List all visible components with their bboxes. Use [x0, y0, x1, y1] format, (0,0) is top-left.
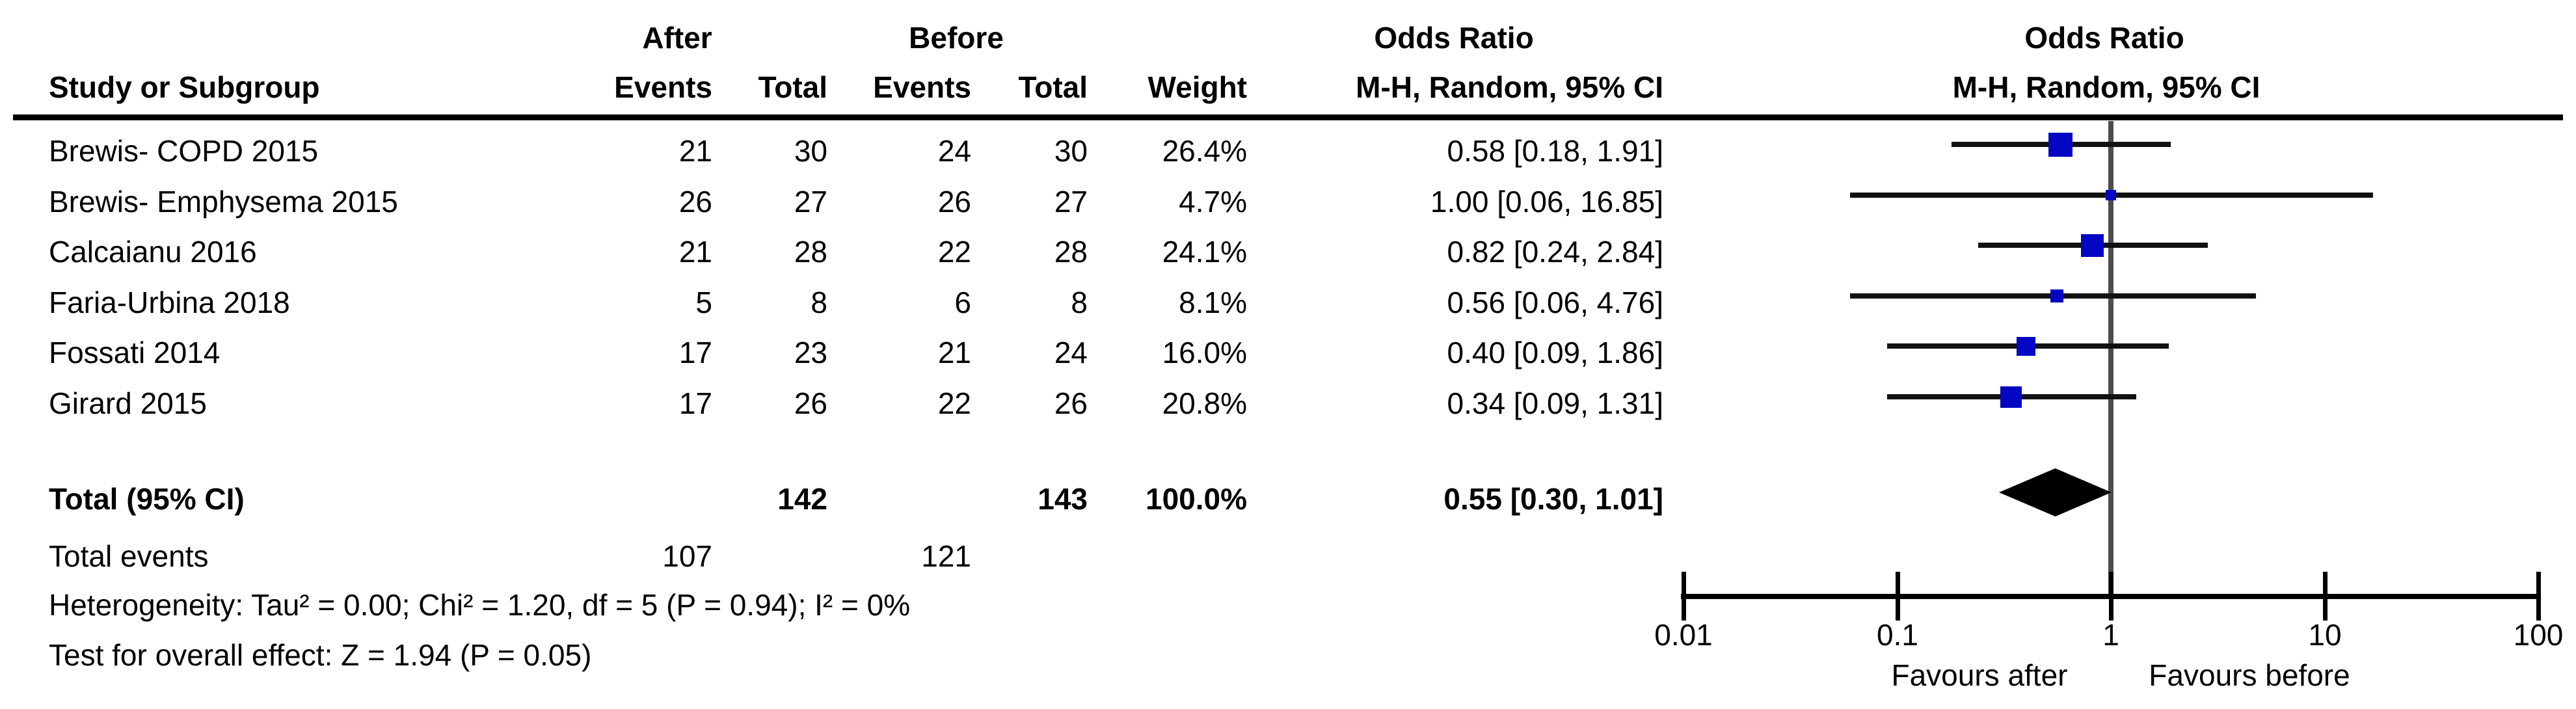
- group-header-odds-ratio-left: Odds Ratio: [1374, 21, 1534, 55]
- col-header-weight: Weight: [1147, 70, 1247, 104]
- after-total-cell: 26: [794, 386, 827, 420]
- before-total-cell: 28: [1054, 235, 1088, 269]
- after-total-cell: 30: [794, 134, 827, 168]
- total-or-ci: 0.55 [0.30, 1.01]: [1443, 482, 1663, 516]
- effect-square: [2017, 337, 2035, 356]
- axis-tick-label: 0.1: [1877, 618, 1918, 652]
- total-events-label: Total events: [49, 539, 209, 573]
- before-events-cell: 22: [937, 235, 971, 269]
- total-diamond: [1999, 468, 2112, 516]
- total-after-total: 142: [777, 482, 827, 516]
- after-total-cell: 8: [811, 286, 827, 319]
- effect-square: [2106, 190, 2116, 200]
- effect-square: [2000, 386, 2022, 408]
- before-total-cell: 24: [1054, 336, 1088, 369]
- weight-cell: 24.1%: [1162, 235, 1247, 269]
- col-header-before-events: Events: [873, 70, 971, 104]
- after-events-cell: 26: [678, 185, 712, 219]
- effect-square: [2081, 234, 2104, 257]
- total-events-before: 121: [921, 539, 971, 573]
- weight-cell: 8.1%: [1179, 286, 1247, 319]
- heterogeneity-text: Heterogeneity: Tau² = 0.00; Chi² = 1.20,…: [49, 588, 911, 622]
- favours-right-label: Favours before: [2149, 658, 2350, 692]
- or-ci-cell: 0.58 [0.18, 1.91]: [1447, 134, 1664, 168]
- col-header-before-total: Total: [1018, 70, 1088, 104]
- or-ci-cell: 0.56 [0.06, 4.76]: [1447, 286, 1664, 319]
- axis-tick: [2536, 572, 2541, 621]
- total-before-total: 143: [1038, 482, 1088, 516]
- axis-tick: [1896, 572, 1900, 621]
- after-total-cell: 23: [794, 336, 827, 369]
- or-ci-cell: 0.40 [0.09, 1.86]: [1447, 336, 1664, 369]
- weight-cell: 16.0%: [1162, 336, 1247, 369]
- study-name: Calcaianu 2016: [49, 235, 257, 269]
- after-events-cell: 21: [678, 134, 712, 168]
- axis-tick: [2323, 572, 2328, 621]
- header-rule: [13, 114, 2563, 120]
- study-name: Brewis- Emphysema 2015: [49, 185, 398, 219]
- total-row-label: Total (95% CI): [49, 482, 245, 516]
- overall-effect-text: Test for overall effect: Z = 1.94 (P = 0…: [49, 638, 592, 672]
- before-events-cell: 26: [937, 185, 971, 219]
- total-weight: 100.0%: [1145, 482, 1247, 516]
- before-events-cell: 21: [937, 336, 971, 369]
- col-header-after-total: Total: [758, 70, 827, 104]
- weight-cell: 20.8%: [1162, 386, 1247, 420]
- axis-tick-label: 10: [2308, 618, 2342, 652]
- before-total-cell: 27: [1054, 185, 1088, 219]
- effect-square: [2050, 289, 2063, 302]
- axis-tick: [1682, 572, 1686, 621]
- after-total-cell: 27: [794, 185, 827, 219]
- or-ci-cell: 0.82 [0.24, 2.84]: [1447, 235, 1664, 269]
- weight-cell: 26.4%: [1162, 134, 1247, 168]
- study-name: Faria-Urbina 2018: [49, 286, 290, 319]
- group-header-after: After: [642, 21, 712, 55]
- col-header-after-events: Events: [614, 70, 712, 104]
- effect-square: [2048, 133, 2073, 157]
- axis-tick-label: 0.01: [1654, 618, 1713, 652]
- axis-tick-label: 1: [2102, 618, 2119, 652]
- before-events-cell: 22: [937, 386, 971, 420]
- total-events-after: 107: [662, 539, 712, 573]
- before-total-cell: 8: [1071, 286, 1088, 319]
- group-header-before: Before: [909, 21, 1004, 55]
- or-ci-cell: 1.00 [0.06, 16.85]: [1430, 185, 1663, 219]
- after-events-cell: 17: [678, 336, 712, 369]
- before-events-cell: 24: [937, 134, 971, 168]
- reference-line: [2108, 121, 2113, 596]
- axis-tick: [2109, 572, 2113, 621]
- weight-cell: 4.7%: [1179, 185, 1247, 219]
- after-events-cell: 17: [678, 386, 712, 420]
- before-events-cell: 6: [954, 286, 971, 319]
- after-total-cell: 28: [794, 235, 827, 269]
- before-total-cell: 26: [1054, 386, 1088, 420]
- study-name: Girard 2015: [49, 386, 207, 420]
- col-header-mh-ci-plot: M-H, Random, 95% CI: [1952, 70, 2261, 104]
- col-header-mh-ci: M-H, Random, 95% CI: [1356, 70, 1663, 104]
- after-events-cell: 5: [695, 286, 712, 319]
- col-header-study: Study or Subgroup: [49, 70, 320, 104]
- after-events-cell: 21: [678, 235, 712, 269]
- group-header-odds-ratio-right: Odds Ratio: [2024, 21, 2184, 55]
- study-name: Brewis- COPD 2015: [49, 134, 319, 168]
- or-ci-cell: 0.34 [0.09, 1.31]: [1447, 386, 1664, 420]
- before-total-cell: 30: [1054, 134, 1088, 168]
- study-name: Fossati 2014: [49, 336, 221, 369]
- axis-tick-label: 100: [2513, 618, 2564, 652]
- favours-left-label: Favours after: [1891, 658, 2068, 692]
